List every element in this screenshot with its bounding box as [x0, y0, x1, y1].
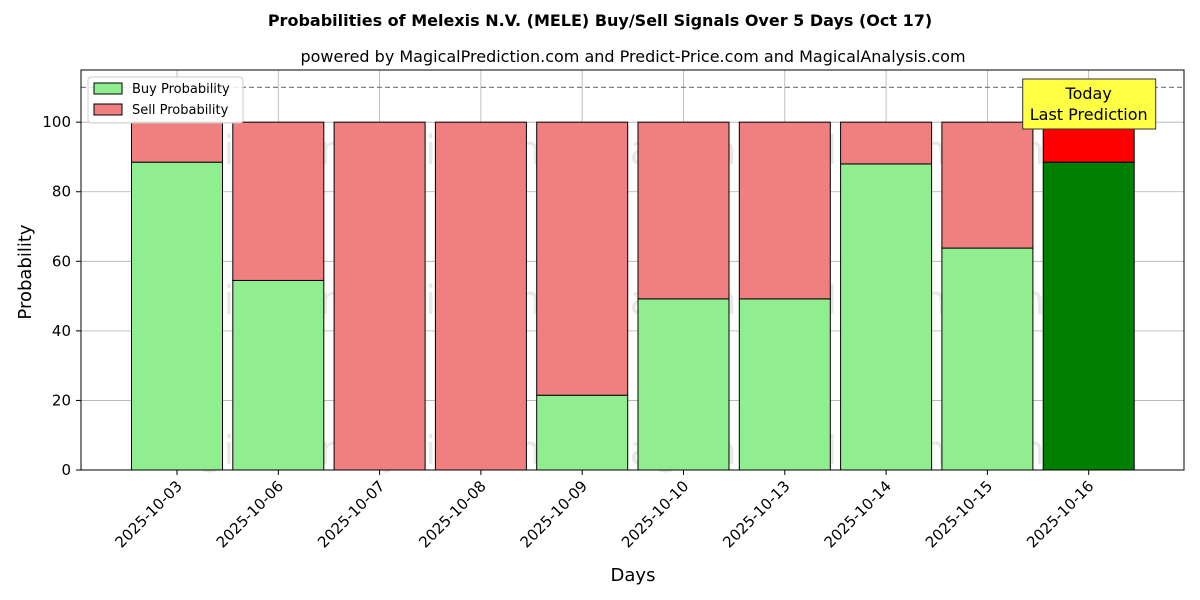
annotation-text: Today: [1065, 84, 1112, 103]
buy-bar: [536, 394, 629, 471]
buy-bar: [637, 298, 730, 471]
buy-bar: [131, 161, 223, 471]
annotation-box: [1022, 78, 1157, 130]
buy-bar: [738, 298, 831, 471]
legend-swatch: [93, 82, 123, 95]
y-tick-label: 0: [61, 461, 71, 479]
buy-bar: [232, 279, 325, 471]
y-tick-label: 60: [52, 252, 71, 270]
legend-swatch: [93, 103, 123, 116]
sell-bar: [333, 121, 426, 471]
sell-bar: [840, 121, 933, 165]
sell-bar: [941, 121, 1034, 249]
buy-bar: [941, 247, 1034, 471]
chart-subtitle: powered by MagicalPrediction.com and Pre…: [300, 47, 965, 66]
plot-area: [80, 69, 1185, 471]
sell-bar: [637, 121, 730, 300]
legend-box: [87, 76, 244, 124]
y-axis-label: Probability: [15, 224, 36, 319]
legend-label: Buy Probability: [132, 82, 230, 97]
y-tick-label: 20: [52, 391, 71, 409]
sell-bar: [434, 121, 527, 471]
sell-bar: [738, 121, 831, 300]
sell-bar: [232, 121, 325, 281]
buy-bar: [840, 163, 933, 471]
y-tick-label: 80: [52, 183, 71, 201]
today-annotation: Today Last Prediction: [1022, 78, 1157, 130]
y-tick-label: 100: [42, 113, 71, 131]
y-tick-label: 40: [52, 322, 71, 340]
chart-title: Probabilities of Melexis N.V. (MELE) Buy…: [268, 11, 932, 30]
sell-bar: [131, 121, 223, 163]
annotation-text: Last Prediction: [1030, 105, 1148, 124]
legend-label: Sell Probability: [132, 103, 229, 118]
x-axis-label: Days: [611, 565, 656, 586]
buy-bar: [1042, 161, 1135, 471]
bars-layer: [131, 121, 1135, 471]
sell-bar: [536, 121, 629, 396]
legend: Buy Probability Sell Probability: [87, 76, 244, 124]
